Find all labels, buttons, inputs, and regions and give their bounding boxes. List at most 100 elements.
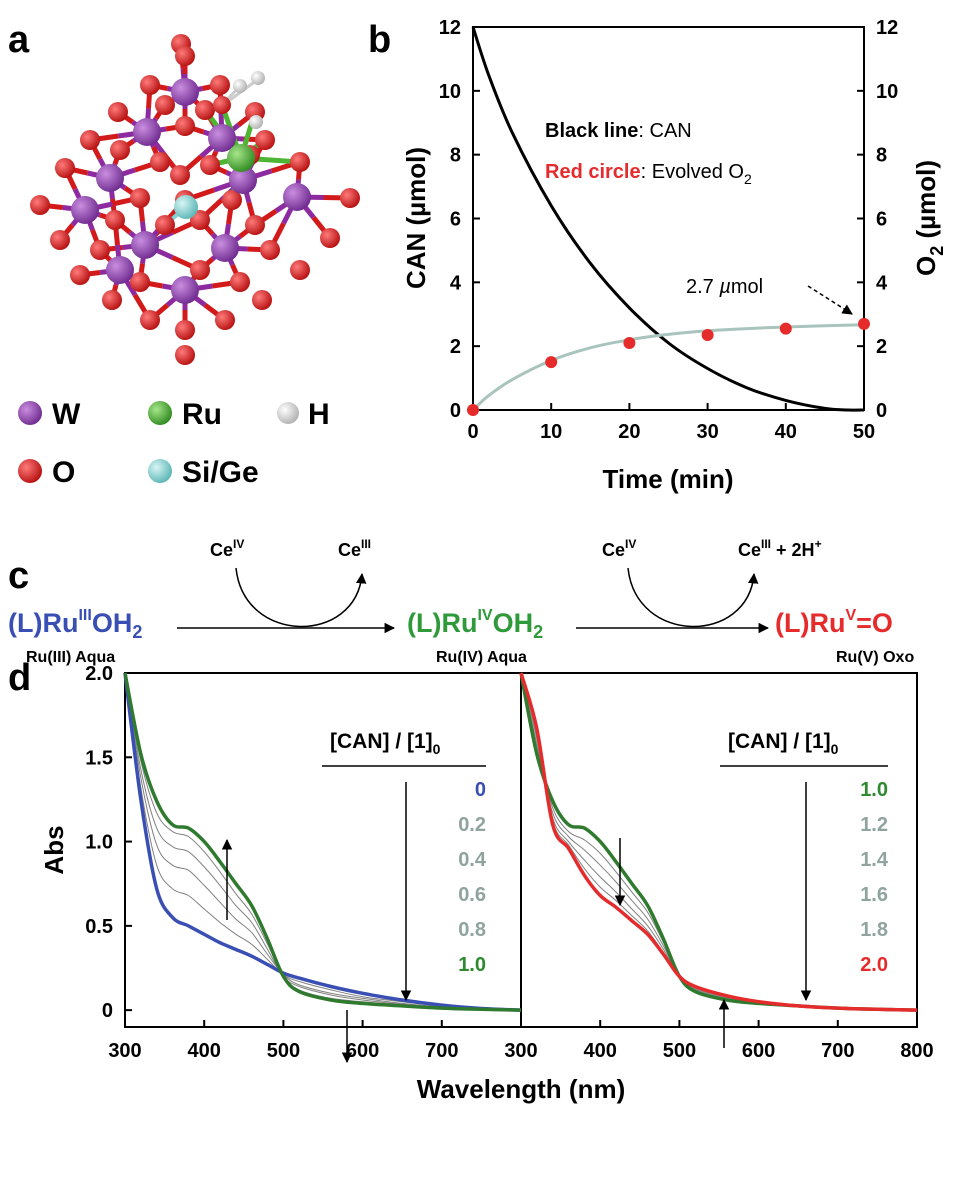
right-ratio-value: 2.0 xyxy=(860,954,888,976)
right-ratio-header-main: [CAN] / [1] xyxy=(728,730,831,753)
ce4-label-1: CeIV xyxy=(210,537,244,560)
oxygen-atom xyxy=(102,290,122,310)
oxygen-atom xyxy=(175,320,195,340)
panel-label-b: b xyxy=(368,19,391,61)
legend-label-si-ge: Si/Ge xyxy=(182,456,259,489)
spectrum-left-1_0 xyxy=(123,672,522,1012)
spectrum-right-1_0 xyxy=(519,672,918,1012)
species-ru4-aqua-name: Ru(IV) Aqua xyxy=(436,649,527,666)
ylabel-right-unit: (µmol) xyxy=(911,160,941,246)
ylabel-right-o: O xyxy=(911,256,941,276)
left-ratio-value: 0.4 xyxy=(458,849,487,871)
chart-d-xlabel: Wavelength (nm) xyxy=(417,1074,625,1104)
oxygen-atom xyxy=(252,290,272,310)
legend-label-o: O xyxy=(52,456,75,489)
ce3-label-2: CeIII + 2H+ xyxy=(738,537,822,560)
b-ytick-label-left: 4 xyxy=(450,272,462,294)
sp0-sub: 2 xyxy=(132,622,142,642)
b-ytick-label-right: 2 xyxy=(876,336,887,358)
legend-swatch-si-ge xyxy=(148,459,172,483)
left-ratio-value: 0.2 xyxy=(458,814,486,836)
legend-swatch-ru xyxy=(148,401,172,425)
tungsten-atom xyxy=(283,183,311,211)
right-ratio-value: 1.8 xyxy=(860,919,888,941)
spectrum-right-2_0 xyxy=(519,672,918,1012)
b-ytick-label-left: 2 xyxy=(450,336,461,358)
b-ytick-label-left: 12 xyxy=(439,17,461,39)
tungsten-atom xyxy=(171,276,199,304)
oxygen-atom xyxy=(50,230,70,250)
b-ytick-label-left: 10 xyxy=(439,81,461,103)
annotation-arrow xyxy=(807,285,853,315)
tungsten-atom xyxy=(106,256,134,284)
oxygen-atom xyxy=(80,130,100,150)
sp1-post: OH xyxy=(493,608,534,638)
tungsten-atom xyxy=(211,234,239,262)
legend-swatch-o xyxy=(18,459,42,483)
d-xtick-label: 500 xyxy=(267,1040,300,1062)
oxygen-atom xyxy=(290,260,310,280)
legend-label-ru: Ru xyxy=(182,398,222,431)
oxygen-atom xyxy=(215,310,235,330)
chart-b-legend-red: Red circle: Evolved O2 xyxy=(545,161,752,187)
annotation-unit: mol xyxy=(731,276,763,298)
d-xtick-label: 500 xyxy=(663,1040,696,1062)
oxygen-atom xyxy=(175,116,195,136)
legend-red-sub: 2 xyxy=(744,171,752,187)
ce3-1-sup: III xyxy=(361,537,371,551)
d-ytick-label: 0 xyxy=(102,1000,113,1022)
species-ru4-aqua: (L)RuIVOH2 xyxy=(407,607,543,642)
ruthenium-atom xyxy=(227,144,255,172)
sp1-sub: 2 xyxy=(533,622,543,642)
b-ytick-label-left: 8 xyxy=(450,145,461,167)
sp1-pre: (L)Ru xyxy=(407,608,477,638)
legend-swatch-h xyxy=(277,402,299,424)
oxygen-atom xyxy=(105,210,125,230)
d-xtick-label: 800 xyxy=(900,1040,933,1062)
ce4-1-base: Ce xyxy=(210,540,233,560)
oxygen-atom xyxy=(155,95,175,115)
oxygen-atom xyxy=(290,152,310,172)
species-ru3-aqua-name: Ru(III) Aqua xyxy=(26,649,115,666)
tungsten-atom xyxy=(171,78,199,106)
polyoxometalate-structure xyxy=(30,34,360,365)
right-ratio-value: 1.4 xyxy=(860,849,889,871)
oxygen-atom xyxy=(140,310,160,330)
d-ytick-label: 1.5 xyxy=(85,747,113,769)
panel-label-c: c xyxy=(8,555,29,597)
left-ratio-value: 0 xyxy=(475,779,486,801)
left-ratio-header-sub: 0 xyxy=(433,741,441,757)
annotation-mu: µ xyxy=(718,276,731,298)
ce3-2-plus-sup: + xyxy=(815,537,822,551)
spectrum-right-1_6 xyxy=(520,672,918,1011)
o2-data-point xyxy=(545,356,558,369)
o2-data-point xyxy=(623,336,636,349)
right-ratio-value: 1.2 xyxy=(860,814,888,836)
b-ytick-label-right: 8 xyxy=(876,145,887,167)
species-ru5-oxo-name: Ru(V) Oxo xyxy=(836,649,914,666)
uv-vis-spectra: 300 400 500 600 700 0 0.5 1.0 1.5 2.0 300 400 500 600… xyxy=(39,663,934,1104)
sp2-sup: V xyxy=(845,607,856,624)
d-xtick-label: 700 xyxy=(425,1040,458,1062)
reaction-scheme: (L)RuIIIOH2 Ru(III) Aqua (L)RuIVOH2 Ru(I… xyxy=(8,537,914,666)
o2-data-point xyxy=(779,322,792,335)
d-ytick-label: 1.0 xyxy=(85,832,113,854)
element-legend: W Ru H O Si/Ge xyxy=(18,398,330,489)
oxygen-atom xyxy=(155,215,175,235)
oxygen-atom xyxy=(222,190,242,210)
d-xtick-label: 400 xyxy=(584,1040,617,1062)
oxygen-atom xyxy=(210,75,230,95)
sp0-sup: III xyxy=(78,607,91,624)
d-xtick-label: 600 xyxy=(742,1040,775,1062)
spectrum-left-0_4 xyxy=(124,672,522,1011)
right-ratio-value: 1.6 xyxy=(860,884,888,906)
oxygen-atom xyxy=(140,75,160,95)
legend-red-bold: Red circle xyxy=(545,161,641,183)
chart-d-right-frame xyxy=(520,672,918,1028)
b-ytick-label-left: 6 xyxy=(450,209,461,231)
chart-b-xlabel: Time (min) xyxy=(603,464,734,494)
d-ytick-label: 2.0 xyxy=(85,663,113,685)
b-xtick-label: 0 xyxy=(467,421,478,443)
species-ru5-oxo: (L)RuV=O xyxy=(775,607,893,638)
b-xtick-label: 50 xyxy=(853,421,875,443)
